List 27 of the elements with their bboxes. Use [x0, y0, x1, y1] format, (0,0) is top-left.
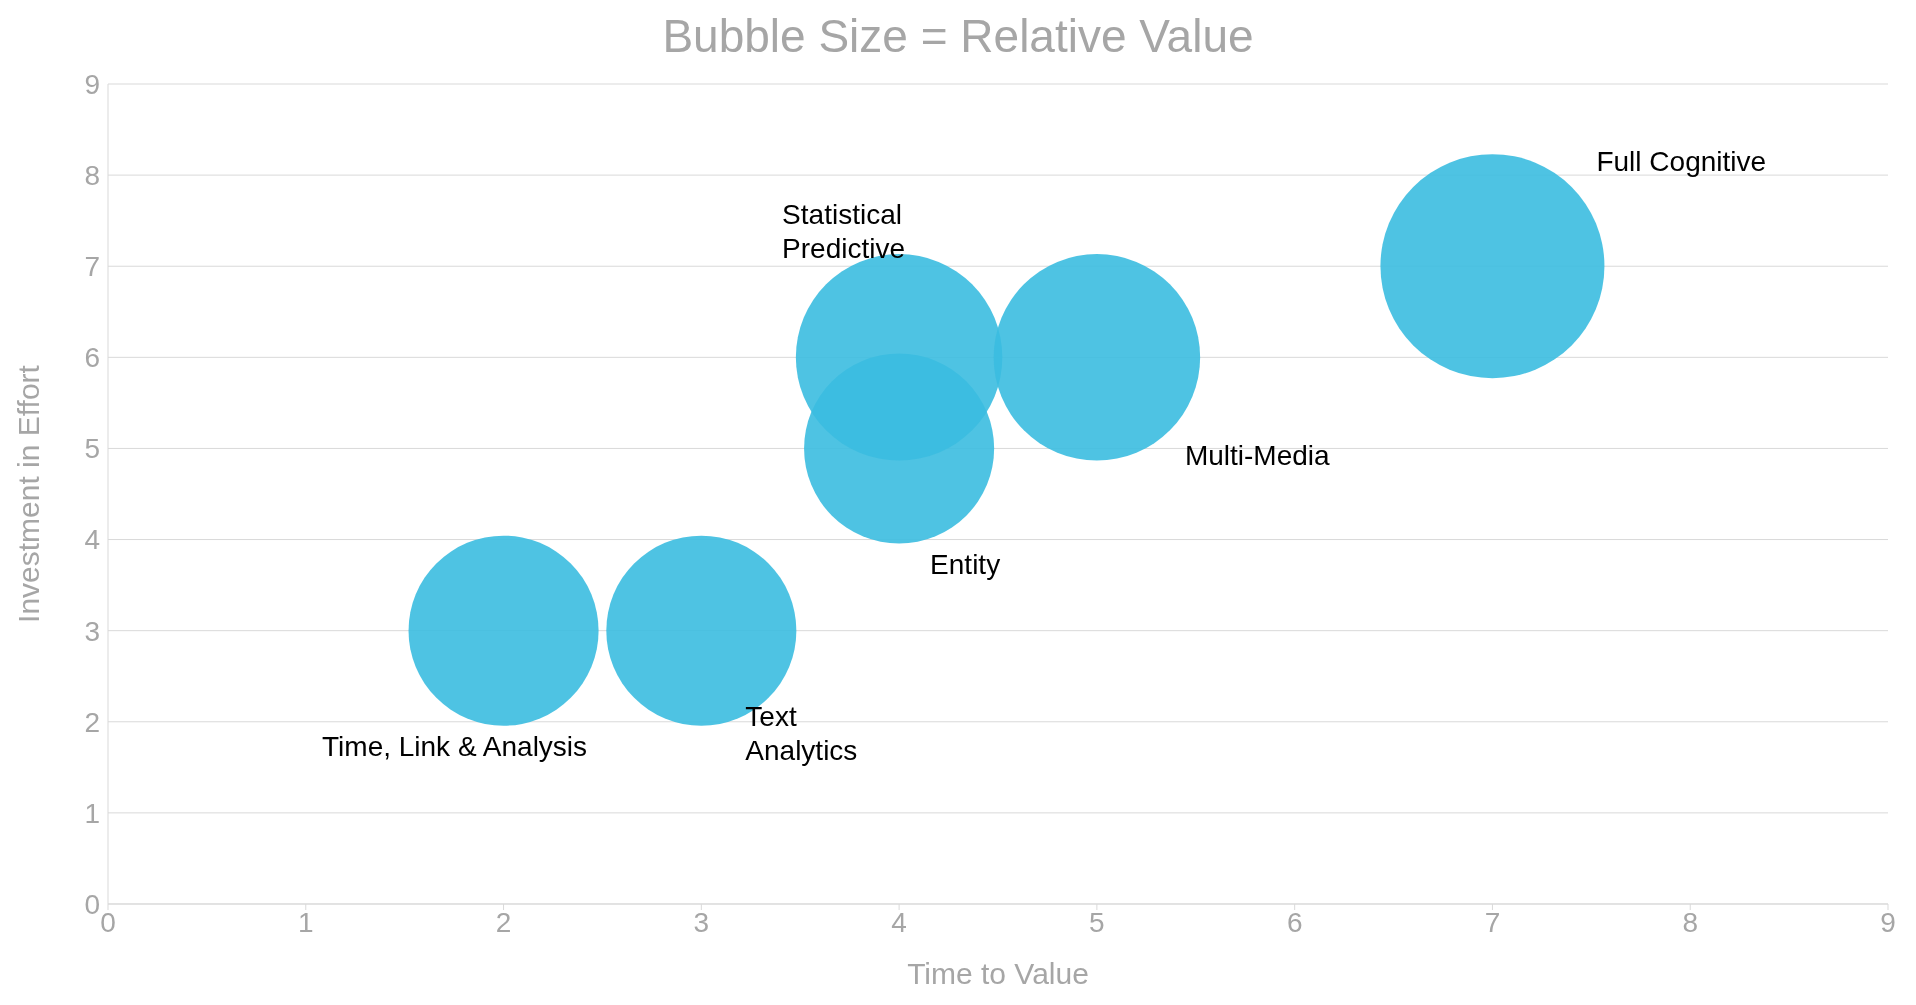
y-tick-label: 7 — [84, 251, 100, 283]
y-tick-label: 2 — [84, 706, 100, 738]
annotation: Text Analytics — [745, 700, 858, 766]
annotation: Statistical Predictive — [782, 199, 906, 265]
x-tick-label: 8 — [1682, 906, 1699, 938]
x-tick-label: 7 — [1484, 906, 1501, 938]
y-tick-label: 3 — [84, 615, 100, 647]
x-tick-label: 4 — [891, 906, 907, 938]
y-tick-label: 4 — [84, 524, 100, 556]
annotation: Entity — [930, 549, 1001, 581]
x-tick-label: 5 — [1089, 906, 1105, 938]
y-tick-label: 9 — [84, 68, 100, 100]
x-tick-label: 2 — [495, 906, 512, 938]
y-tick-label: 8 — [84, 160, 100, 192]
annotation: Full Cognitive — [1596, 146, 1767, 178]
x-tick-label: 1 — [297, 906, 314, 938]
x-axis-title: Time to Value — [907, 957, 1089, 990]
y-tick-label: 5 — [84, 433, 100, 465]
chart-title: Bubble Size = Relative Value — [661, 9, 1255, 64]
x-tick-label: 9 — [1880, 906, 1896, 938]
y-tick-label: 1 — [84, 797, 100, 829]
annotation: Time, Link & Analysis — [322, 730, 588, 762]
y-axis-title: Investment in Effort — [11, 364, 45, 623]
x-tick-label: 3 — [693, 906, 710, 938]
annotation: Multi-Media — [1184, 440, 1331, 472]
x-tick-label: 6 — [1286, 906, 1303, 938]
y-tick-label: 6 — [84, 342, 100, 374]
